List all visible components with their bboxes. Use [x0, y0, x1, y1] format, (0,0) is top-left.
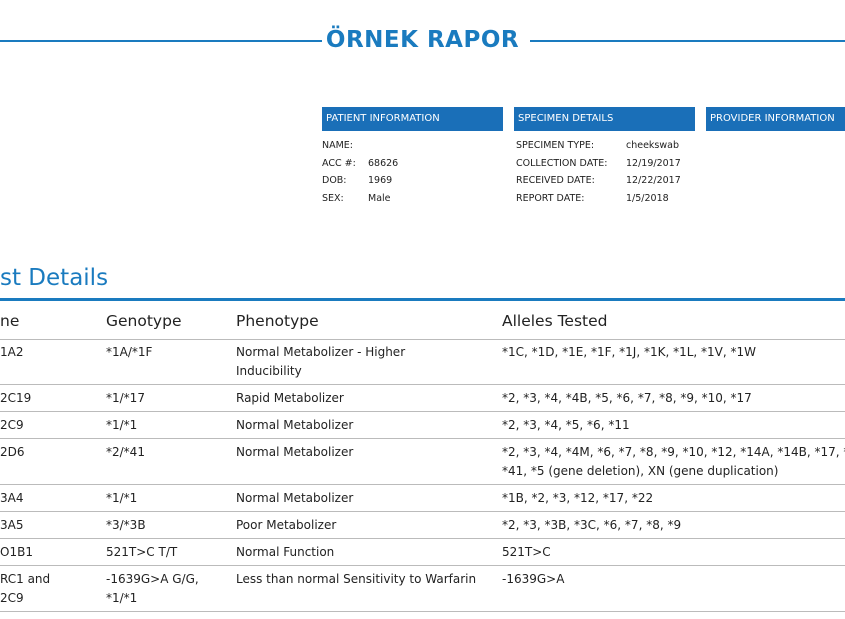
cell: *1/*17 [106, 391, 145, 405]
cell: 3A5 [0, 518, 24, 532]
rule [0, 565, 845, 566]
cell: -1639G>A [502, 572, 565, 586]
cell: Normal Metabolizer - Higher [236, 345, 406, 359]
field-label: DOB: [322, 175, 347, 186]
cell: *2, *3, *4, *4B, *5, *6, *7, *8, *9, *10… [502, 391, 752, 405]
field-label: ACC #: [322, 157, 356, 169]
cell: Rapid Metabolizer [236, 391, 344, 405]
field-label: REPORT DATE: [516, 192, 585, 204]
cell: Normal Metabolizer [236, 418, 354, 432]
cell: *1/*1 [106, 418, 138, 432]
cell: Less than normal Sensitivity to Warfarin [236, 572, 477, 586]
cell: *1C, *1D, *1E, *1F, *1J, *1K, *1L, *1V, … [502, 345, 757, 359]
cell: *2/*41 [106, 445, 145, 459]
rule [0, 411, 845, 412]
cell: Poor Metabolizer [236, 518, 337, 532]
field-label: COLLECTION DATE: [516, 157, 608, 169]
cell: 521T>C [502, 545, 551, 559]
cell: *1/*1 [106, 591, 138, 605]
section-header: SPECIMEN DETAILS [514, 107, 695, 131]
cell: Inducibility [236, 364, 302, 378]
cell: 2C9 [0, 591, 24, 605]
cell: 2C9 [0, 418, 24, 432]
report-title: ÖRNEK RAPOR [325, 27, 520, 53]
column-header: Genotype [106, 312, 182, 330]
cell: -1639G>A G/G, [106, 572, 199, 586]
cell: Normal Function [236, 545, 335, 559]
rule [0, 384, 845, 385]
rule [0, 538, 845, 539]
field-value: 12/19/2017 [626, 157, 681, 169]
cell: 2D6 [0, 445, 25, 459]
cell: 3A4 [0, 491, 24, 505]
field-value: cheekswab [626, 140, 680, 151]
field-label: RECEIVED DATE: [516, 175, 595, 186]
title-rule [530, 40, 845, 42]
rule [0, 484, 845, 485]
section-header: PROVIDER INFORMATION [706, 107, 845, 131]
cell: Normal Metabolizer [236, 491, 354, 505]
cell: *2, *3, *4, *5, *6, *11 [502, 418, 630, 432]
section-title: st Details [0, 265, 109, 291]
cell: *3/*3B [106, 518, 146, 532]
cell: *1A/*1F [106, 345, 153, 359]
section-header: PATIENT INFORMATION [322, 107, 503, 131]
field-label: SEX: [322, 192, 344, 204]
cell: O1B1 [0, 545, 33, 559]
column-header: ne [0, 312, 20, 330]
cell: 2C19 [0, 391, 32, 405]
cell: 1A2 [0, 345, 24, 359]
cell: 521T>C T/T [106, 545, 178, 559]
cell: Normal Metabolizer [236, 445, 354, 459]
section-rule [0, 298, 845, 301]
field-value: 68626 [368, 157, 399, 169]
field-value: 1/5/2018 [626, 192, 669, 204]
rule [0, 339, 845, 340]
cell: RC1 and [0, 572, 51, 586]
field-label: NAME: [322, 140, 354, 151]
rule [0, 611, 845, 612]
cell: *2, *3, *4, *4M, *6, *7, *8, *9, *10, *1… [502, 445, 845, 459]
cell: *1/*1 [106, 491, 138, 505]
rule [0, 438, 845, 439]
field-value: 12/22/2017 [626, 175, 681, 186]
rule [0, 511, 845, 512]
title-rule [0, 40, 322, 42]
cell: *2, *3, *3B, *3C, *6, *7, *8, *9 [502, 518, 682, 532]
field-value: 1969 [368, 175, 393, 186]
column-header: Phenotype [236, 312, 319, 330]
cell: *1B, *2, *3, *12, *17, *22 [502, 491, 654, 505]
column-header: Alleles Tested [502, 312, 608, 330]
cell: *41, *5 (gene deletion), XN (gene duplic… [502, 464, 779, 478]
field-value: Male [368, 192, 391, 204]
field-label: SPECIMEN TYPE: [516, 140, 595, 151]
